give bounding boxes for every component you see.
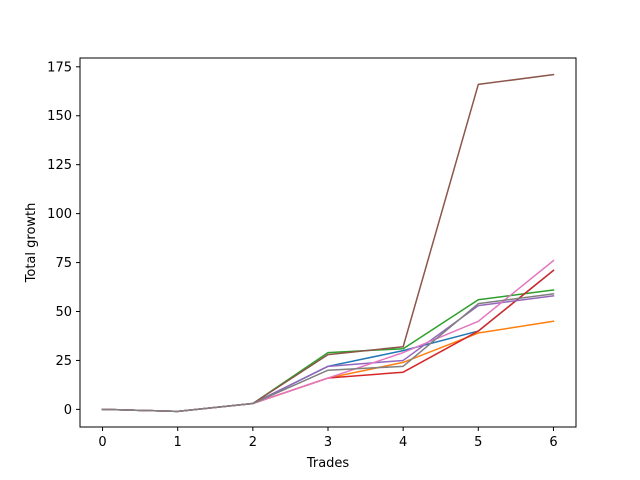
y-tick-label: 150 xyxy=(47,109,72,124)
y-tick-label: 100 xyxy=(47,207,72,222)
y-tick-label: 0 xyxy=(64,403,72,418)
x-tick-label: 3 xyxy=(324,435,332,450)
y-tick-label: 75 xyxy=(55,256,72,271)
x-tick-label: 1 xyxy=(174,435,182,450)
y-tick-label: 25 xyxy=(55,354,72,369)
y-axis-ticks: 0 25 50 75 100 125 150 175 xyxy=(47,60,80,418)
y-tick-label: 50 xyxy=(55,305,72,320)
x-tick-label: 5 xyxy=(474,435,482,450)
y-axis-label: Total growth xyxy=(24,203,39,284)
x-tick-label: 4 xyxy=(399,435,407,450)
x-tick-label: 0 xyxy=(98,435,106,450)
y-tick-label: 125 xyxy=(47,158,72,173)
plot-frame xyxy=(79,57,577,428)
series-layer xyxy=(101,73,555,413)
x-axis-ticks: 0 1 2 3 4 5 6 xyxy=(98,427,558,450)
series-line-8 xyxy=(101,293,555,413)
x-axis-label: Trades xyxy=(306,456,350,471)
x-tick-label: 2 xyxy=(249,435,257,450)
x-tick-label: 6 xyxy=(549,435,557,450)
y-tick-label: 175 xyxy=(47,60,72,75)
